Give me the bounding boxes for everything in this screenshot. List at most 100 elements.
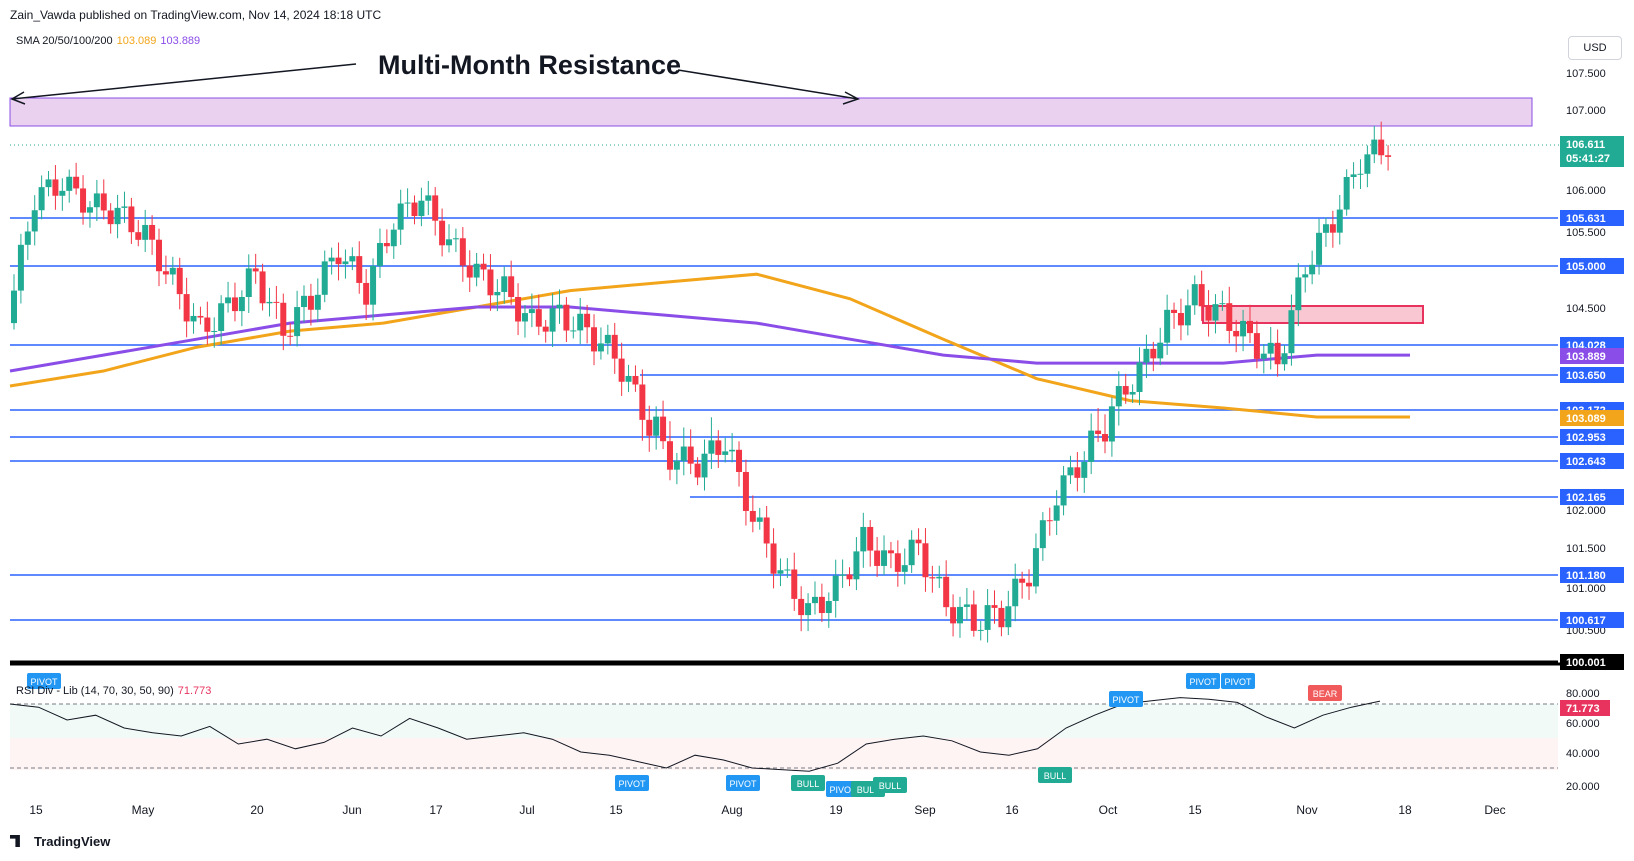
rsi-signal-label: BULL [797,779,820,789]
price-tag-label: 100.617 [1566,615,1606,627]
rsi-signal-bull[interactable]: BULL [873,777,907,793]
candle-body [86,207,93,213]
candle-body [1274,342,1281,365]
price-tag[interactable]: 102.953 [1560,429,1624,445]
price-tag[interactable]: 102.165 [1560,489,1624,505]
sma-purple-line[interactable] [9,305,1410,373]
candle-body [390,229,397,247]
candle-body [818,596,825,614]
time-tick-label: 17 [429,803,443,817]
time-tick-label: 15 [1188,803,1202,817]
candle-body [356,256,363,283]
candle-body [183,294,190,322]
candle-body [266,301,273,304]
price-axis[interactable]: 107.500 107.000 106.000 105.500 104.500 102.0… [1566,68,1606,637]
candle-body [473,263,480,278]
rsi-signal-pivot[interactable]: PIVOT [1186,673,1220,689]
candle-body [100,193,107,211]
rsi-signal-label: BULL [879,781,902,791]
rsi-signal-label: PIVOT [618,779,646,789]
price-tag[interactable]: 105.631 [1560,210,1624,226]
rsi-signal-pivot[interactable]: PIVOT [615,775,649,791]
sma-value-purple: 103.889 [160,35,201,47]
candle-body [238,297,245,312]
rsi-legend[interactable]: RSI Div - Lib (14, 70, 30, 50, 90) 71.773 [16,685,211,697]
candle-body [156,239,163,272]
price-tag[interactable]: 100.001 [1560,654,1624,670]
candle-body [294,307,301,337]
candle-body [1205,306,1212,321]
candle-body [832,575,839,601]
sma-orange-line[interactable] [9,272,1410,419]
rsi-signal-pivot[interactable]: PIVOT [1221,673,1255,689]
time-axis[interactable]: 15 May 20 Jun 17 Jul 15 Aug 19 Sep 16 Oct 15 Nov 18 Dec [29,803,1505,817]
candle-body [597,343,604,352]
candle-body [1115,386,1122,407]
annotation-title: Multi-Month Resistance [378,50,681,80]
price-tag[interactable]: 105.000 [1560,258,1624,274]
last-price-box [1560,136,1624,167]
price-tag-box [1560,567,1624,583]
candle-body [225,297,232,304]
candle-body [701,453,708,478]
rsi-signal-pivot[interactable]: PIVOT [27,673,61,689]
tradingview-footer[interactable]: TradingView [10,834,110,849]
candle-body [936,576,943,579]
candle-body [370,265,377,305]
candle-body [770,543,777,574]
rsi-name: RSI Div - Lib (14, 70, 30, 50, 90) [16,685,174,697]
consolidation-zone[interactable] [1202,305,1424,324]
candle-body [943,576,950,608]
rsi-signal-bull[interactable]: BULL [791,775,825,791]
candle-body [894,553,901,572]
price-tags: 105.631105.000104.028103.889103.650103.1… [1560,210,1624,670]
candle-body [708,440,715,454]
candle-body [411,202,418,217]
candle-body [1157,342,1164,359]
candle-body [190,315,197,322]
candles [11,121,1392,643]
candle-body [245,268,252,298]
candle-body [114,207,121,225]
candle-body [639,384,646,420]
price-tag[interactable]: 103.889 [1560,348,1624,364]
candle-body [846,574,853,580]
rsi-signal-pivot[interactable]: PIVOT [1109,691,1143,707]
candle-body [418,200,425,217]
time-tick-label: Jul [519,803,534,817]
candle-body [984,605,991,630]
candle-body [922,543,929,578]
price-tag[interactable]: 100.617 [1560,612,1624,628]
candle-body [273,301,280,303]
time-tick-label: Aug [721,803,742,817]
candle-body [508,276,515,298]
rsi-signal-bear[interactable]: BEAR [1308,685,1342,701]
candle-body [1074,467,1081,478]
price-tag[interactable]: 101.180 [1560,567,1624,583]
sma-indicator-legend[interactable]: SMA 20/50/100/200 103.089 103.889 [16,35,200,47]
candle-body [901,565,908,572]
candle-body [591,327,598,352]
price-tag-box [1560,258,1624,274]
rsi-signal-pivot[interactable]: PIVOT [726,775,760,791]
sma-lines [9,272,1410,419]
price-tag-label: 102.953 [1566,432,1606,444]
candle-body [825,600,832,614]
resistance-zone[interactable] [9,97,1533,127]
candle-body [363,282,370,305]
candle-body [1012,578,1019,607]
rsi-tick-label: 60.000 [1566,718,1600,730]
candle-body [80,188,87,213]
price-tag-label: 103.889 [1566,351,1606,363]
price-tag[interactable]: 102.643 [1560,453,1624,469]
rsi-signal-bull[interactable]: BULL [1038,767,1072,783]
currency-selector[interactable]: USD [1568,36,1622,60]
candle-body [1019,578,1026,583]
rsi-signal-label: PIVOT [1189,677,1217,687]
candle-body [1101,434,1108,442]
price-tag-box [1560,348,1624,364]
price-tag[interactable]: 103.650 [1560,367,1624,383]
candle-body [777,570,784,574]
price-tag[interactable]: 103.089 [1560,410,1624,426]
